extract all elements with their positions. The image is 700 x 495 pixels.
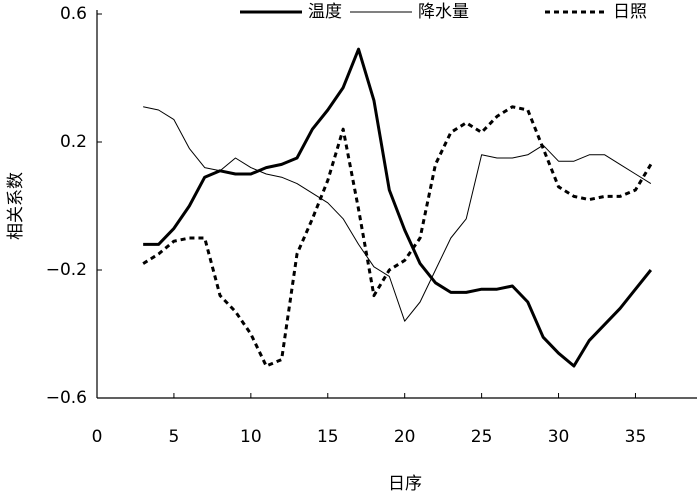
series-line <box>143 47 653 368</box>
x-tick-label: 30 <box>548 427 570 447</box>
series-line <box>142 105 653 368</box>
x-tick-label: 35 <box>625 427 647 447</box>
y-tick-label: −0.6 <box>46 388 87 408</box>
x-tick-label: 20 <box>394 427 416 447</box>
y-tick-label: 0.6 <box>60 4 87 24</box>
x-tick-label: 15 <box>317 427 339 447</box>
legend-label: 降水量 <box>418 2 469 22</box>
x-tick-label: 0 <box>92 427 103 447</box>
x-tick-label: 5 <box>169 427 180 447</box>
y-tick-label: −0.2 <box>46 260 87 280</box>
legend-label: 日照 <box>613 2 647 22</box>
y-axis-label: 相关系数 <box>6 172 26 240</box>
legend-label: 温度 <box>308 2 342 22</box>
x-tick-label: 10 <box>240 427 262 447</box>
y-tick-label: 0.2 <box>60 132 87 152</box>
x-axis-label: 日序 <box>388 474 422 494</box>
x-tick-label: 25 <box>471 427 493 447</box>
series-line <box>143 106 652 322</box>
